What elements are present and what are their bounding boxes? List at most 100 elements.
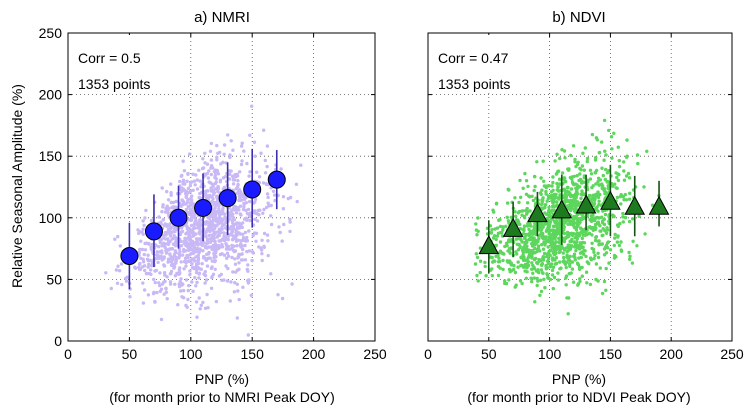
scatter-point xyxy=(237,221,241,225)
scatter-point xyxy=(114,268,119,272)
scatter-point xyxy=(156,260,160,265)
scatter-point xyxy=(228,153,232,157)
scatter-point xyxy=(525,266,529,270)
scatter-point xyxy=(596,193,600,197)
scatter-point xyxy=(607,261,611,265)
scatter-point xyxy=(563,188,567,192)
scatter-point xyxy=(521,228,525,232)
scatter-point xyxy=(181,288,186,293)
scatter-point xyxy=(572,240,577,244)
scatter-point xyxy=(240,258,245,262)
scatter-point xyxy=(241,194,245,199)
scatter-point xyxy=(169,271,173,276)
scatter-point xyxy=(213,259,217,264)
scatter-point xyxy=(288,220,292,224)
scatter-point xyxy=(218,213,222,218)
scatter-point xyxy=(643,232,647,236)
scatter-point xyxy=(498,266,502,270)
scatter-point xyxy=(216,189,220,194)
scatter-point xyxy=(593,197,597,201)
scatter-point xyxy=(269,272,273,276)
scatter-point xyxy=(236,182,240,187)
scatter-point xyxy=(186,171,190,176)
scatter-point xyxy=(528,223,532,228)
y-tick-label: 200 xyxy=(39,87,63,103)
x-tick-label: 50 xyxy=(122,346,138,362)
scatter-point xyxy=(273,193,277,197)
scatter-point xyxy=(244,208,248,213)
scatter-point xyxy=(516,265,520,269)
scatter-point xyxy=(556,278,561,282)
scatter-point xyxy=(540,232,545,236)
panel-a-nmri: a) NMRI 0 50 100 150 200 250 0 50 100 150 200 250 C… xyxy=(39,9,387,405)
scatter-point xyxy=(525,206,529,211)
scatter-point xyxy=(531,271,535,275)
scatter-point xyxy=(576,262,580,266)
scatter-point xyxy=(204,278,209,282)
scatter-point xyxy=(585,159,589,164)
scatter-point xyxy=(158,238,162,242)
scatter-point xyxy=(172,227,177,231)
scatter-point xyxy=(239,162,244,167)
scatter-point xyxy=(602,118,607,123)
scatter-point xyxy=(227,177,232,181)
scatter-point xyxy=(580,179,584,183)
scatter-point xyxy=(547,249,551,254)
scatter-point xyxy=(540,223,544,228)
scatter-point xyxy=(554,192,558,197)
scatter-point xyxy=(627,176,632,180)
scatter-point xyxy=(529,250,533,254)
scatter-point xyxy=(539,268,544,272)
scatter-point xyxy=(269,214,273,218)
scatter-point xyxy=(164,248,168,253)
scatter-point xyxy=(157,245,161,249)
scatter-point xyxy=(228,217,232,221)
scatter-point xyxy=(496,273,501,278)
scatter-point xyxy=(168,247,172,251)
scatter-point xyxy=(240,252,244,256)
scatter-point xyxy=(222,185,227,190)
scatter-point xyxy=(186,186,191,191)
panel-b-title: b) NDVI xyxy=(552,9,605,26)
scatter-point xyxy=(563,156,567,160)
scatter-point xyxy=(118,244,123,248)
scatter-point xyxy=(242,205,246,209)
scatter-point xyxy=(585,281,589,285)
scatter-point xyxy=(208,193,212,198)
scatter-point xyxy=(194,268,199,272)
scatter-point xyxy=(192,179,196,183)
scatter-point xyxy=(525,270,529,274)
scatter-point xyxy=(141,301,146,305)
scatter-point xyxy=(218,178,223,182)
scatter-point xyxy=(602,217,606,221)
scatter-point xyxy=(580,274,584,278)
scatter-point xyxy=(169,193,173,197)
scatter-point xyxy=(239,242,243,246)
scatter-point xyxy=(143,248,148,252)
scatter-point xyxy=(565,185,570,190)
scatter-point xyxy=(170,237,174,241)
scatter-point xyxy=(146,265,150,269)
scatter-point xyxy=(524,192,529,196)
scatter-point xyxy=(214,244,219,248)
scatter-point xyxy=(142,223,146,227)
y-tick-label: 0 xyxy=(54,333,62,349)
scatter-point xyxy=(214,299,219,304)
scatter-point xyxy=(584,254,588,259)
scatter-point xyxy=(544,240,548,244)
scatter-point xyxy=(212,169,217,174)
scatter-point xyxy=(551,201,555,205)
scatter-point xyxy=(539,289,544,294)
scatter-point xyxy=(544,189,548,194)
scatter-point xyxy=(520,209,524,213)
scatter-point xyxy=(163,273,167,277)
scatter-point xyxy=(491,260,495,264)
scatter-point xyxy=(222,143,227,147)
scatter-point xyxy=(514,214,518,218)
scatter-point xyxy=(591,195,595,199)
scatter-point xyxy=(596,251,600,255)
scatter-point xyxy=(476,279,480,283)
scatter-point xyxy=(166,260,170,264)
panel-a-title: a) NMRI xyxy=(194,9,250,26)
